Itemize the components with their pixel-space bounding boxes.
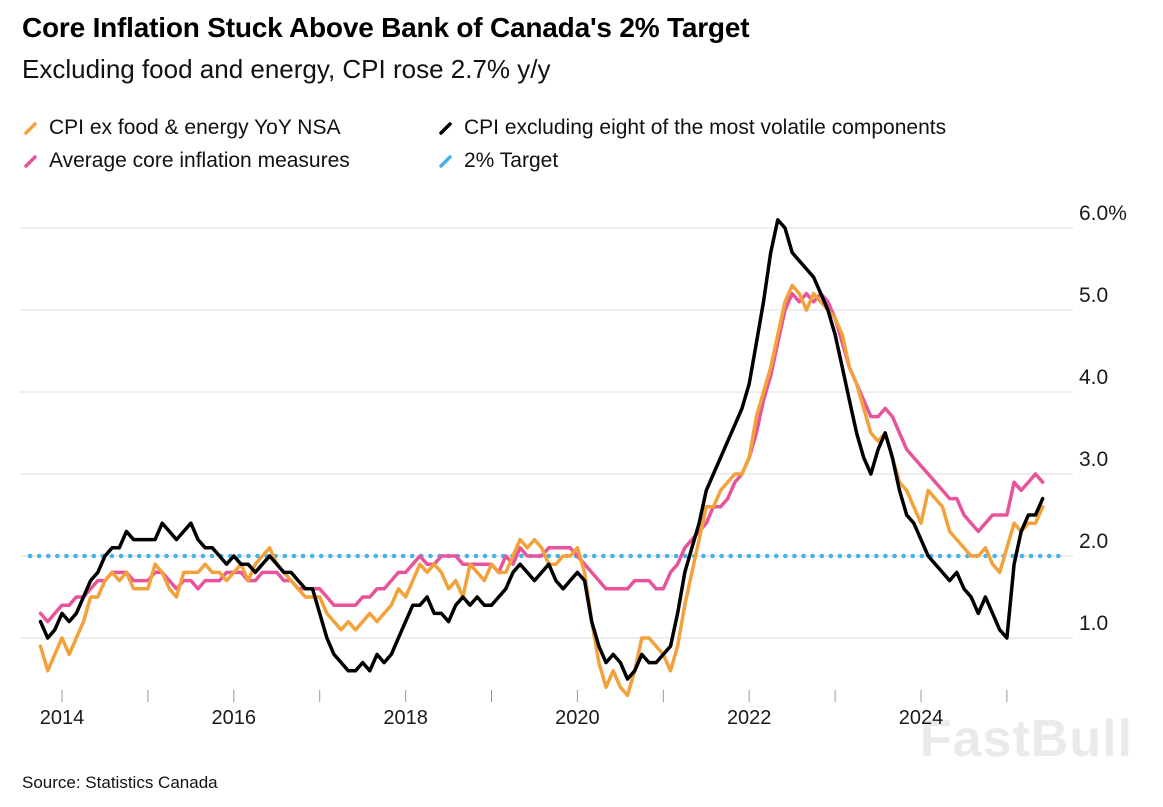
legend-label: Average core inflation measures [49,149,350,172]
y-axis-label-0: 6.0% [1079,202,1127,225]
legend-marker-icon [439,155,452,168]
x-axis-label-2024: 2024 [899,707,944,729]
y-axis-label-1: 5.0 [1079,284,1108,307]
legend-label: CPI ex food & energy YoY NSA [49,116,341,139]
x-axis-label-2018: 2018 [383,707,428,729]
y-axis-label-2: 4.0 [1079,366,1108,389]
legend-item-2: Average core inflation measures [22,149,437,173]
x-axis-label-2016: 2016 [212,707,257,729]
legend-item-3: 2% Target [437,149,946,173]
x-axis-label-2020: 2020 [555,707,600,729]
watermark: FastBull [919,710,1133,768]
legend-label: 2% Target [464,149,559,172]
chart-subtitle: Excluding food and energy, CPI rose 2.7%… [22,54,551,85]
x-axis-label-2022: 2022 [727,707,772,729]
legend-item-0: CPI ex food & energy YoY NSA [22,116,437,140]
legend-marker-icon [24,155,37,168]
legend-marker-icon [24,122,37,135]
series-line-0 [38,283,1045,698]
chart-header: Core Inflation Stuck Above Bank of Canad… [22,12,750,85]
series-line-1 [38,218,1045,681]
legend: CPI ex food & energy YoY NSA CPI excludin… [22,116,946,173]
legend-label: CPI excluding eight of the most volatile… [464,116,947,139]
y-axis-label-4: 2.0 [1079,530,1108,553]
source-note: Source: Statistics Canada [22,773,218,792]
legend-item-1: CPI excluding eight of the most volatile… [437,116,946,140]
page-title: Core Inflation Stuck Above Bank of Canad… [22,12,750,43]
y-axis-label-3: 3.0 [1079,448,1108,471]
x-axis-label-2014: 2014 [40,707,85,729]
series-line-2 [38,291,1045,624]
y-axis-label-5: 1.0 [1079,612,1108,635]
legend-marker-icon [439,122,452,135]
